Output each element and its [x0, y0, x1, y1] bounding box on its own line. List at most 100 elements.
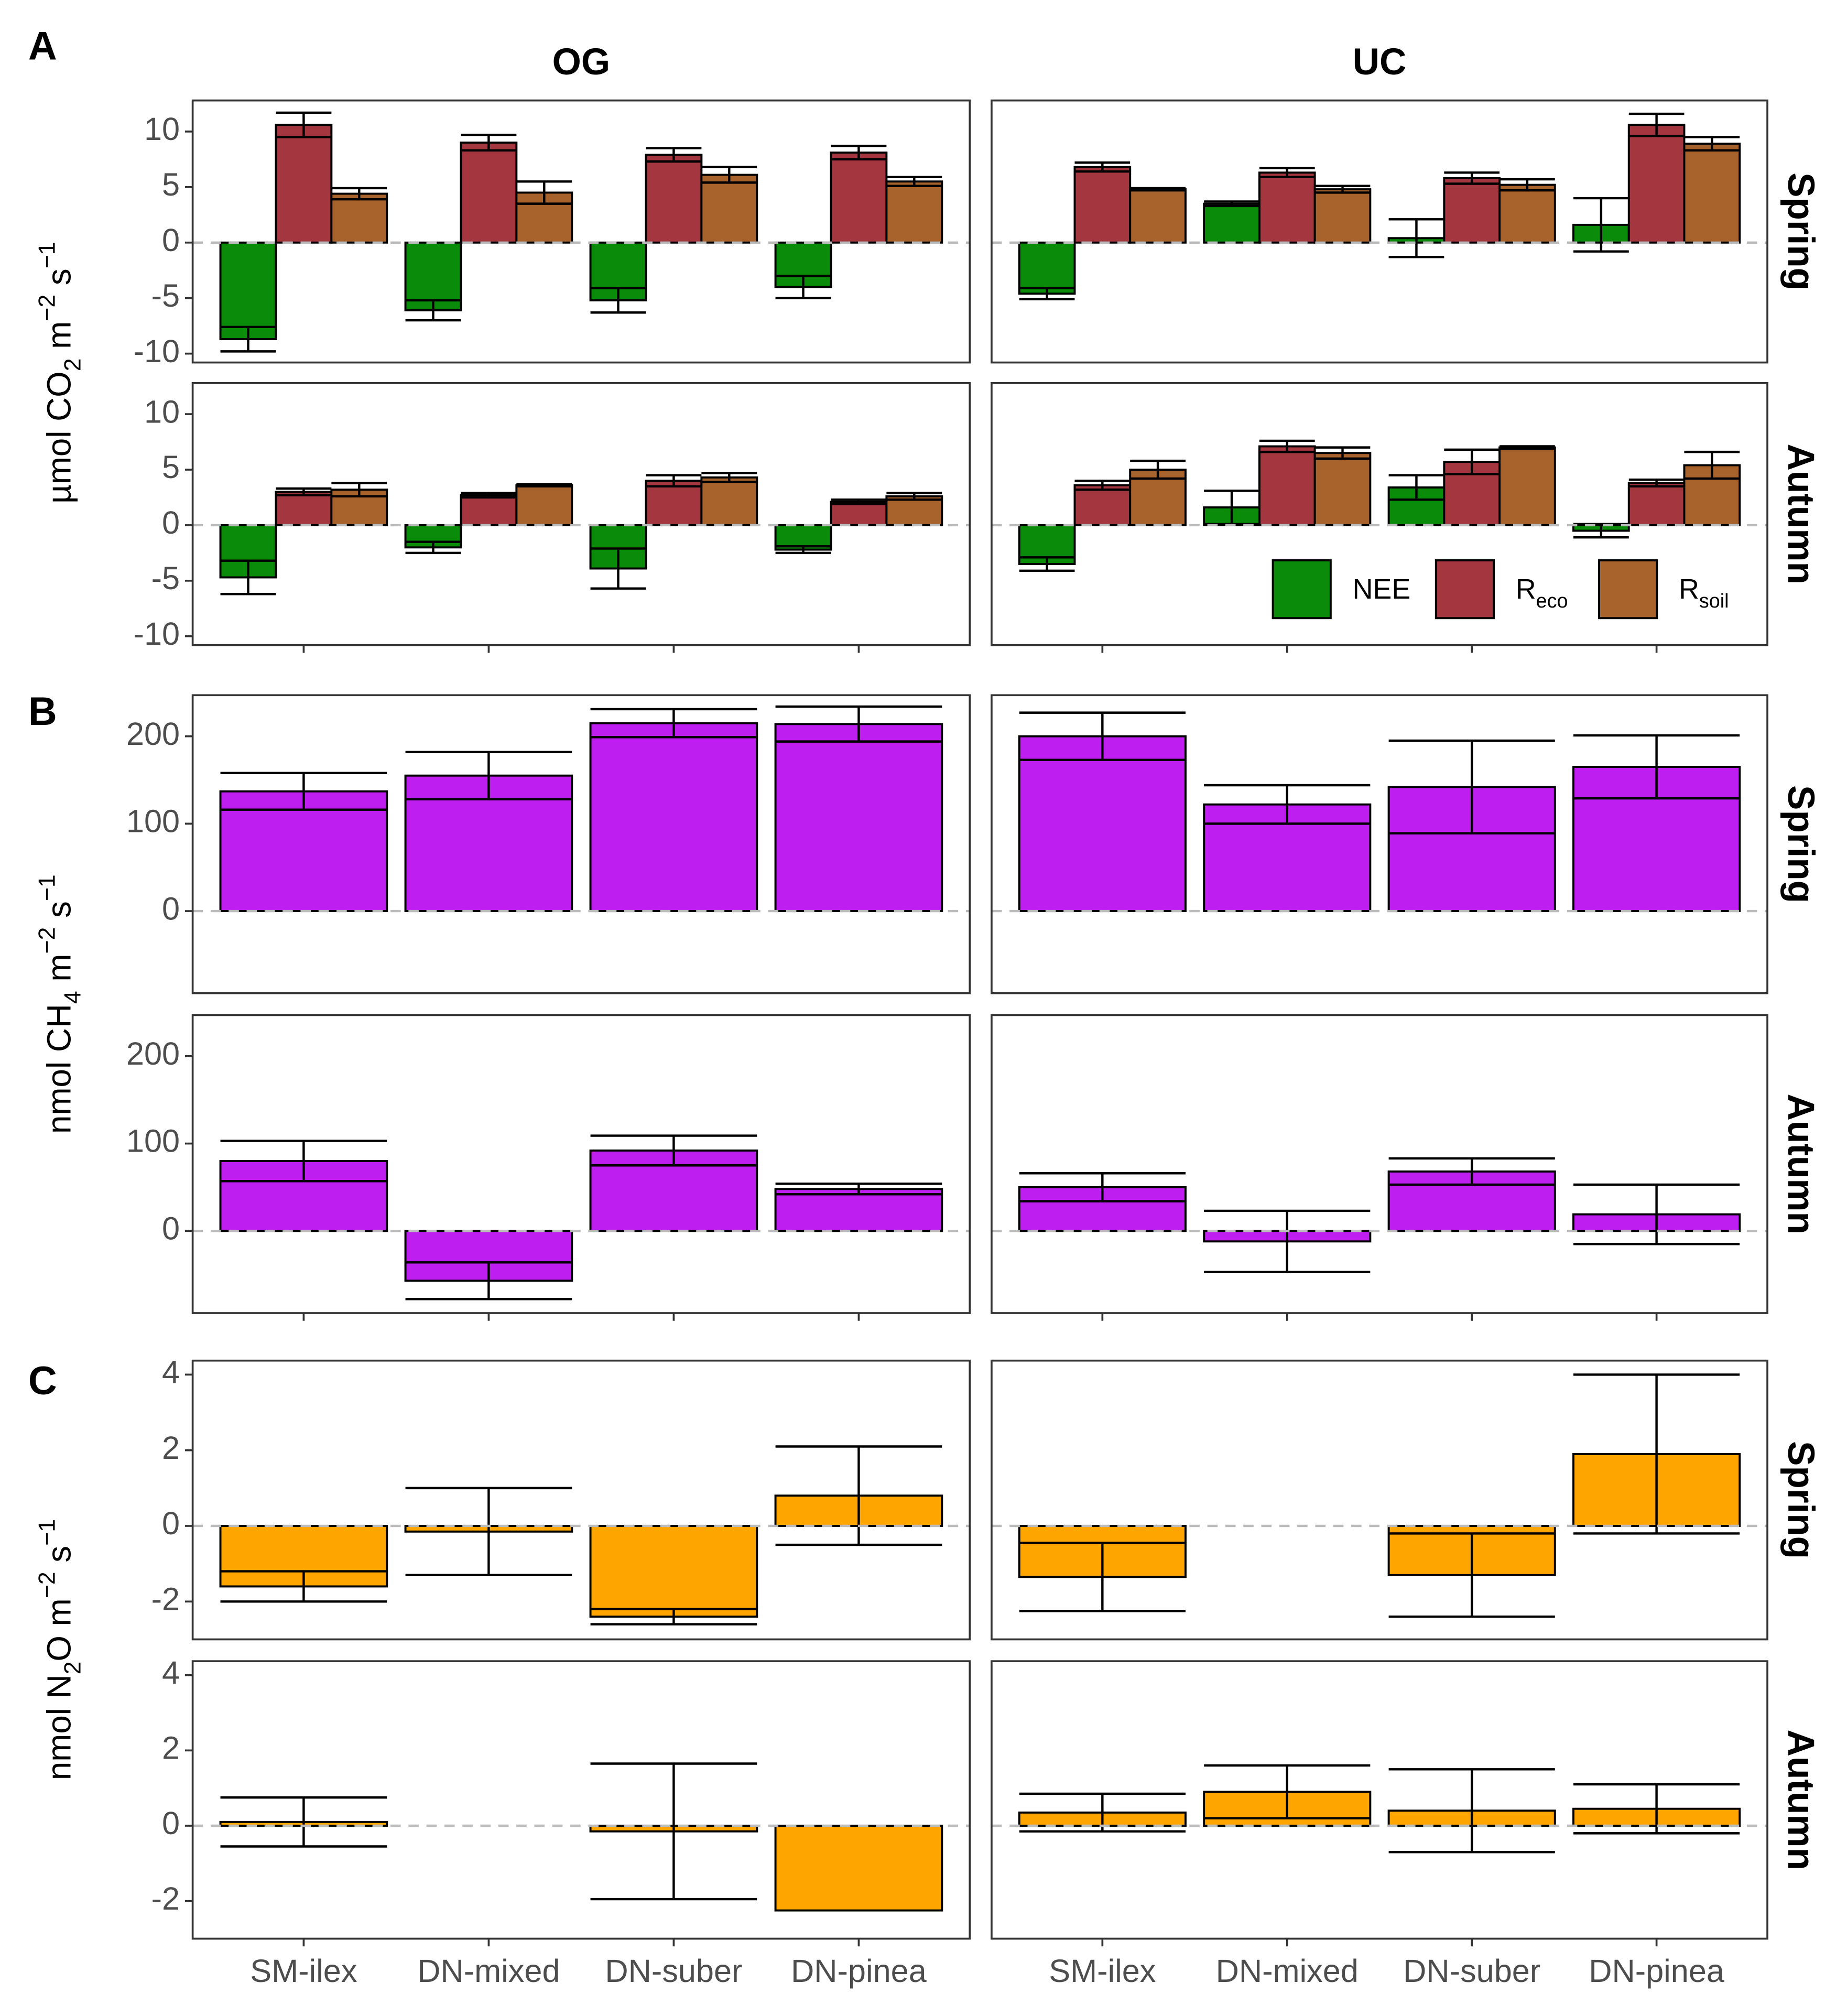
error-bar	[646, 474, 702, 487]
bar	[1018, 241, 1076, 295]
bar	[1073, 484, 1132, 526]
bar	[1683, 143, 1741, 244]
y-tick-label: 5	[162, 167, 180, 202]
error-bar	[331, 482, 387, 498]
y-tick-label: 0	[162, 1505, 180, 1541]
bar	[460, 142, 518, 244]
y-tick-label: -5	[151, 278, 180, 313]
error-bar	[1204, 1209, 1371, 1273]
y-axis-label-part: m	[40, 954, 78, 991]
y-axis-label-part: s	[40, 901, 78, 927]
bar	[1443, 177, 1501, 244]
error-bar	[590, 1608, 757, 1625]
bar	[404, 241, 462, 311]
legend-label-part: soil	[1699, 590, 1729, 612]
y-axis-label-part: O m	[40, 1598, 78, 1661]
strip-label: Spring	[1780, 785, 1821, 903]
error-bar	[775, 705, 942, 743]
legend-label-part: R	[1679, 573, 1699, 605]
y-axis-label-part: −2	[35, 295, 60, 321]
bar	[1572, 766, 1741, 913]
error-bar	[590, 1762, 757, 1901]
x-tick-label: DN-suber	[1403, 1953, 1540, 1989]
error-bar	[1628, 478, 1685, 487]
error-bar	[1204, 200, 1259, 208]
bar	[1018, 735, 1187, 913]
column-header: OG	[552, 41, 611, 83]
legend-label: NEE	[1353, 573, 1411, 605]
panel-border	[991, 694, 1768, 994]
error-bar	[701, 472, 757, 483]
error-bar	[1388, 1768, 1555, 1854]
error-bar	[1573, 1783, 1740, 1835]
legend-key	[1598, 559, 1658, 620]
panel-letter: A	[28, 24, 57, 69]
bar	[830, 501, 888, 526]
x-tick-label: DN-suber	[605, 1953, 742, 1989]
y-axis-label-part: −1	[35, 1519, 60, 1546]
bar	[1313, 188, 1372, 244]
y-tick-label: 0	[162, 891, 180, 926]
bar	[1258, 445, 1316, 526]
y-tick-label: 2	[162, 1730, 180, 1766]
bar	[515, 484, 573, 526]
x-tick-label: SM-ilex	[250, 1953, 357, 1989]
y-tick-label: -5	[151, 560, 180, 596]
error-bar	[886, 176, 942, 187]
y-axis-label-part: nmol N	[40, 1674, 78, 1780]
error-bar	[405, 1261, 572, 1300]
panel-border	[191, 99, 971, 364]
bar	[1258, 171, 1316, 244]
y-axis-label-part: −2	[35, 1571, 60, 1598]
panel-letter: B	[28, 689, 57, 734]
error-bar	[1314, 185, 1371, 194]
strip-label: Autumn	[1780, 1730, 1821, 1870]
y-axis-label-part: 2	[60, 358, 86, 371]
error-bar	[405, 540, 461, 555]
error-bar	[1130, 459, 1186, 480]
bar	[460, 494, 518, 526]
bar	[275, 124, 333, 244]
y-axis-label-part: 2	[60, 1662, 86, 1675]
error-bar	[220, 1570, 387, 1603]
bar	[275, 491, 333, 526]
error-bar	[276, 487, 332, 496]
panel-border	[991, 99, 1768, 364]
error-bar	[461, 492, 517, 499]
legend-key	[1272, 559, 1332, 620]
error-bar	[1019, 556, 1075, 572]
y-tick-label: 2	[162, 1430, 180, 1466]
panel-border	[991, 382, 1768, 646]
error-bar	[1573, 523, 1629, 539]
error-bar	[516, 180, 572, 205]
error-bar	[220, 1796, 387, 1848]
error-bar	[1444, 448, 1500, 475]
error-bar	[1019, 711, 1186, 761]
bar	[1627, 124, 1686, 244]
error-bar	[646, 147, 702, 163]
error-bar	[1388, 739, 1555, 834]
error-bar	[1573, 1183, 1740, 1245]
error-bar	[590, 708, 757, 739]
error-bar	[1388, 1157, 1555, 1186]
y-axis-label: nmol CH4 m−2 s−1	[35, 874, 86, 1134]
error-bar	[220, 559, 276, 595]
error-bar	[831, 498, 887, 505]
y-tick-label: 100	[126, 804, 180, 839]
bar	[589, 722, 758, 913]
error-bar	[775, 275, 831, 299]
y-axis-label-part: 4	[60, 991, 86, 1004]
strip-label: Spring	[1780, 172, 1821, 290]
error-bar	[1388, 218, 1444, 258]
error-bar	[405, 751, 572, 800]
bar	[700, 174, 758, 244]
panel-border	[191, 382, 971, 646]
bar	[330, 192, 388, 244]
bar	[774, 1188, 943, 1232]
column-header: UC	[1353, 41, 1407, 83]
legend-label: Reco	[1516, 573, 1568, 612]
panel-background	[991, 1661, 1768, 1939]
y-axis-label: µmol CO2 m−2 s−1	[35, 242, 86, 503]
error-bar	[775, 545, 831, 555]
y-tick-label: 200	[126, 716, 180, 752]
